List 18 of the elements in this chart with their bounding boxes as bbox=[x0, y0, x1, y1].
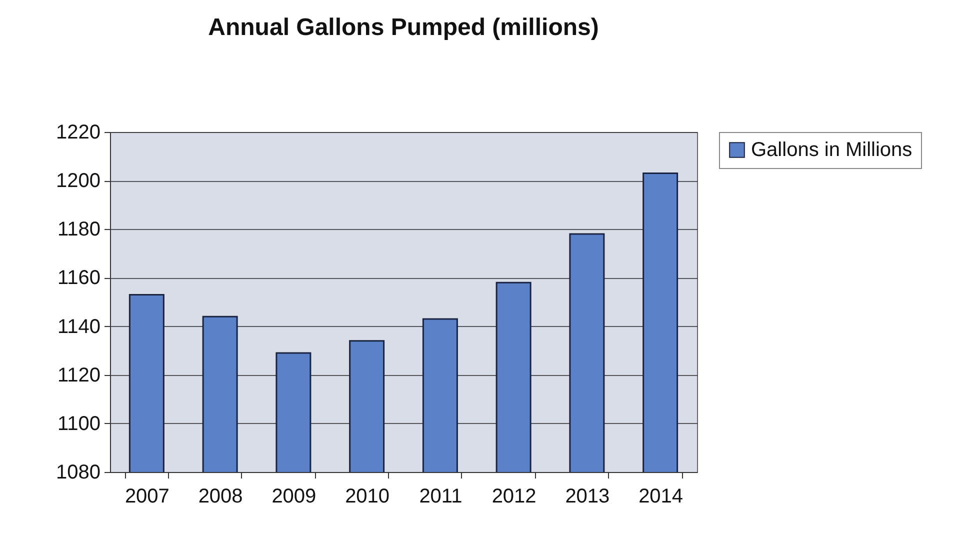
x-tick-label: 2007 bbox=[124, 486, 170, 508]
y-tick-label: 1140 bbox=[57, 316, 100, 338]
x-tick-label: 2010 bbox=[345, 486, 390, 508]
y-tick-label: 1080 bbox=[56, 462, 100, 484]
x-tick-label: 2012 bbox=[492, 486, 536, 508]
y-tick-label: 1160 bbox=[57, 267, 100, 290]
y-tick-label: 1100 bbox=[57, 412, 100, 435]
legend-label: Gallons in Millions bbox=[751, 139, 912, 161]
x-tick-label: 2008 bbox=[198, 486, 243, 508]
x-tick-label: 2011 bbox=[419, 486, 462, 508]
y-tick-label: 1120 bbox=[57, 364, 100, 386]
x-tick-label: 2013 bbox=[565, 486, 610, 508]
y-tick-label: 1200 bbox=[56, 170, 100, 192]
y-tick-label: 1220 bbox=[56, 122, 100, 144]
chart-title: Annual Gallons Pumped (millions) bbox=[208, 14, 599, 41]
y-tick-label: 1180 bbox=[57, 218, 100, 241]
x-tick-label: 2014 bbox=[638, 486, 684, 508]
x-tick-label: 2009 bbox=[272, 486, 316, 508]
